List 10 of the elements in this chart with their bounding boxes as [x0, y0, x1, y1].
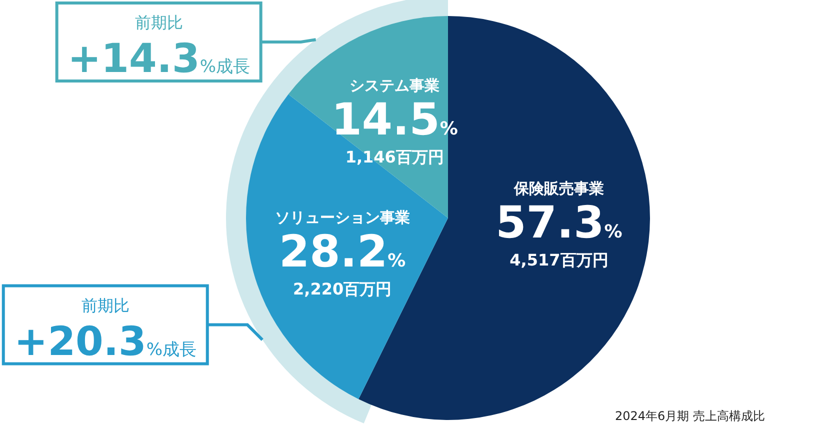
slice-label: 保険販売事業	[512, 179, 604, 198]
data-label: 57.3%	[496, 197, 622, 248]
text: 4,517百万円	[510, 250, 608, 270]
slice-label: システム事業	[350, 76, 440, 95]
data-label: 28.2%	[279, 226, 406, 278]
text: 2024年6月期 売上高構成比	[615, 409, 765, 423]
data-label: 14.5%	[331, 94, 458, 146]
text: 2,220百万円	[293, 279, 392, 298]
text: 1,146百万円	[345, 148, 444, 167]
slice-label: ソリューション事業	[274, 208, 410, 226]
